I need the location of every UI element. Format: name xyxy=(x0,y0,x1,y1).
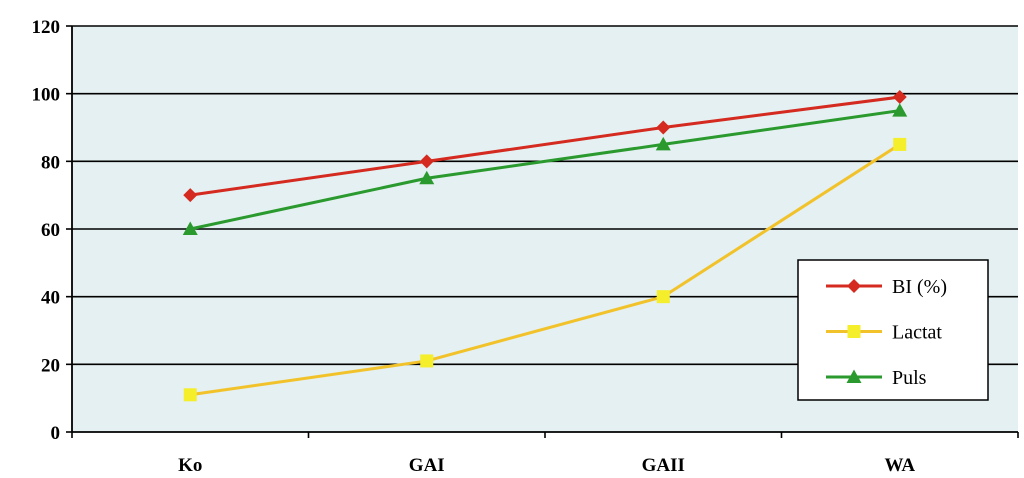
series-line-lactat xyxy=(190,143,901,397)
data-point-bi xyxy=(419,154,434,169)
series-bi xyxy=(183,90,907,203)
data-point-puls xyxy=(419,170,435,185)
y-tick-label: 60 xyxy=(41,220,60,241)
data-point-bi xyxy=(892,90,907,105)
y-tick-label: 20 xyxy=(41,355,60,376)
data-point-bi xyxy=(656,120,671,135)
y-tick-label: 0 xyxy=(51,423,61,444)
legend-item-bi: BI (%) xyxy=(826,276,947,298)
data-point-puls xyxy=(182,221,198,235)
x-tick-label-ko: Ko xyxy=(178,455,202,476)
x-tick-label-gaii: GAII xyxy=(642,455,685,476)
x-tick-label-gai: GAI xyxy=(409,455,445,476)
data-point-lactat xyxy=(420,354,434,368)
legend-label-lactat: Lactat xyxy=(892,322,942,344)
data-point-puls xyxy=(655,136,671,151)
legend-item-lactat: Lactat xyxy=(826,322,942,344)
legend-marker-puls xyxy=(846,369,862,383)
y-tick-label: 80 xyxy=(41,152,60,173)
y-tick-label: 100 xyxy=(32,85,61,106)
axes xyxy=(66,25,1019,438)
legend-item-puls: Puls xyxy=(826,367,927,389)
legend: BI (%) Lactat Puls xyxy=(797,259,989,401)
legend-marker-lactat xyxy=(847,325,861,338)
series-line-puls xyxy=(189,109,900,231)
data-point-lactat xyxy=(183,388,197,402)
y-tick-label: 40 xyxy=(41,288,60,309)
x-tick-label-wa: WA xyxy=(884,455,915,476)
data-point-lactat xyxy=(656,290,670,304)
series xyxy=(182,90,908,402)
y-tick-label: 120 xyxy=(32,17,61,38)
x-tick-labels: Ko GAI GAII WA xyxy=(178,455,915,476)
series-line-bi xyxy=(190,95,900,197)
legend-marker-bi xyxy=(847,279,861,293)
data-point-lactat xyxy=(893,137,907,151)
legend-label-bi: BI (%) xyxy=(892,276,947,298)
legend-label-puls: Puls xyxy=(892,367,927,389)
data-point-puls xyxy=(892,103,908,117)
y-tick-labels: 0 20 40 60 80 100 120 xyxy=(32,17,61,444)
data-point-bi xyxy=(183,188,198,203)
series-lactat xyxy=(183,137,907,402)
series-puls xyxy=(182,103,908,235)
